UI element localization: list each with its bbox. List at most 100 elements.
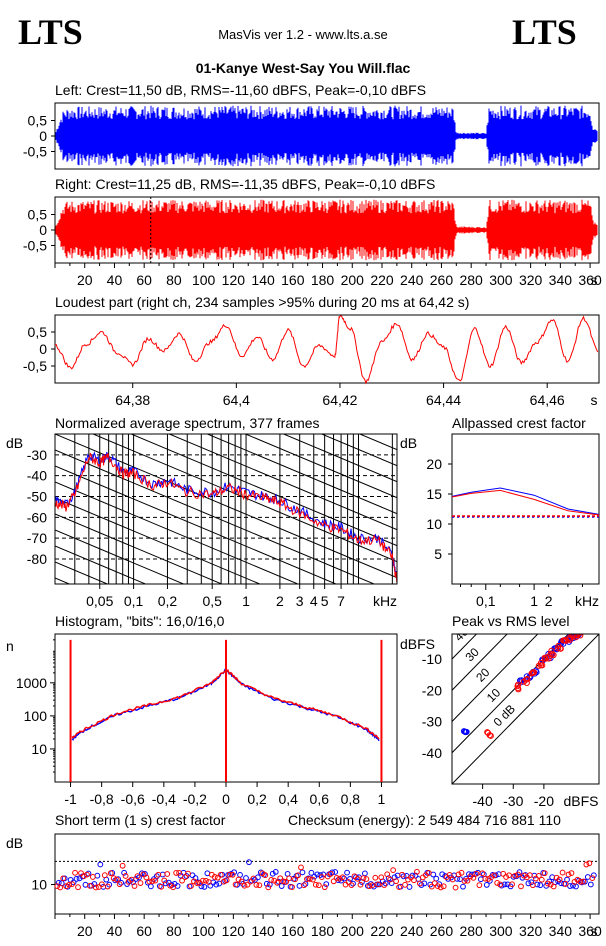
spectrum-panel: -30 -40 -50 -60 -70 -80 0,05 0,1 0,2 0,5 1 2 3 4 5 7 kHz [27,433,398,609]
short-crest-point-right [399,871,405,878]
x-tick-label: 0,1 [476,593,496,609]
short-crest-point-left [590,872,597,879]
short-crest-point-right [191,878,197,885]
app-title: MasVis ver 1.2 - www.lts.a.se [218,27,388,42]
short-crest-point-right [301,882,307,889]
logo-left: LTS [18,12,83,52]
short-crest-point-left [498,882,505,889]
y-tick-label: 10 [426,516,442,532]
short-crest-point-right [78,870,84,877]
peak-rms-diagonal [452,634,539,723]
short-crest-point-right [182,874,188,880]
x-tick-label: 7 [337,593,345,609]
short-crest-point-right [63,883,70,890]
short-crest-point-right [137,880,144,886]
short-crest-point-right [214,874,221,881]
x-tick-label: 0,5 [202,593,222,609]
right-waveform-panel: 0,50-0,5 20 40 60 80 100 120 140 160 180 200 220 240… [23,196,602,288]
short-crest-point-left [528,879,535,886]
short-crest-point-right [500,870,507,877]
spectrum-slope-line [55,513,223,584]
short-crest-frame [54,833,600,915]
y-tick-label: 10 [31,877,47,893]
x-tick-label: 0,2 [247,791,267,807]
short-crest-point-right [333,875,340,881]
peak-rms-point-right [528,670,535,677]
file-title: 01-Kanye West-Say You Will.flac [196,60,411,76]
short-crest-point-left [573,883,579,890]
short-crest-point-left [323,881,330,888]
x-tick-label: 260 [430,272,454,288]
short-crest-point-right [559,869,566,876]
short-crest-point-right [449,876,456,883]
short-crest-point-right [312,881,319,888]
short-crest-point-right [396,884,402,891]
short-crest-point-right [101,872,108,879]
spectrum-slope-line [320,434,397,467]
short-crest-point-right [158,883,165,890]
short-crest-point-right [586,860,593,867]
y-tick-label: 0 [39,222,47,238]
short-crest-point-left [299,869,306,876]
short-crest-point-right [580,878,587,885]
short-crest-point-right [75,884,81,891]
short-crest-point-left [201,883,208,890]
short-crest-point-right [464,877,471,884]
x-tick-label: -40 [473,793,493,809]
short-crest-point-right [244,881,251,888]
short-crest-point-left [483,881,490,888]
short-crest-point-right [309,876,316,883]
peak-rms-point-left [462,728,469,736]
short-crest-point-left [136,874,142,881]
x-tick-label: 220 [370,923,394,939]
short-crest-point-left [269,870,276,877]
short-crest-point-left [308,869,315,876]
left-waveform-panel: 0,50-0,5 [23,102,600,170]
short-crest-point-right [205,879,212,885]
peak-rms-point-right [557,645,564,652]
x-unit-label: kHz [575,593,599,609]
spectrum-ylabel: dB [6,435,23,451]
short-crest-point-right [81,873,87,879]
peak-rms-point-left [523,673,530,680]
short-crest-point-right [69,881,75,888]
short-crest-point-left [329,869,336,876]
short-crest-point-right [289,884,295,891]
short-crest-point-right [467,873,474,880]
short-crest-point-right [363,876,370,882]
short-crest-point-left [314,871,321,878]
y-tick-label: 100 [24,708,48,724]
short-crest-point-right [384,871,391,878]
short-crest-point-right [440,883,447,890]
y-tick-label: -0,5 [23,358,47,374]
short-crest-point-right [416,880,423,887]
short-crest-point-right [366,883,373,890]
x-tick-label: 20 [77,923,93,939]
peak-rms-point-right [550,651,557,659]
x-tick-label: 140 [251,923,275,939]
x-tick-label: -0,8 [90,791,114,807]
short-crest-panel: 10 20 40 60 80 100 120 140 160 180 200 220 240 260 280… [31,833,602,939]
short-crest-point-right [348,882,355,889]
x-tick-label: 80 [166,272,182,288]
short-crest-point-right [446,872,453,878]
short-crest-point-left [213,881,220,888]
short-crest-point-right [529,882,536,889]
short-crest-point-right [247,878,254,885]
short-crest-point-right [60,875,67,882]
peak-rms-point-right [555,645,562,652]
short-crest-point-right [345,879,352,885]
y-tick-label: 20 [426,456,442,472]
y-tick-label: 10 [31,741,47,757]
short-crest-point-right [220,878,227,885]
y-tick-label: -40 [422,745,442,761]
short-crest-point-right [589,875,596,881]
short-crest-point-right [461,878,468,884]
right-waveform-title: Right: Crest=11,25 dB, RMS=-11,35 dBFS, … [55,176,435,192]
short-crest-point-right [286,875,292,882]
short-crest-point-left [243,875,249,881]
short-crest-point-right [425,870,432,876]
x-tick-label: 100 [192,923,216,939]
x-tick-label: 64,46 [530,392,565,408]
